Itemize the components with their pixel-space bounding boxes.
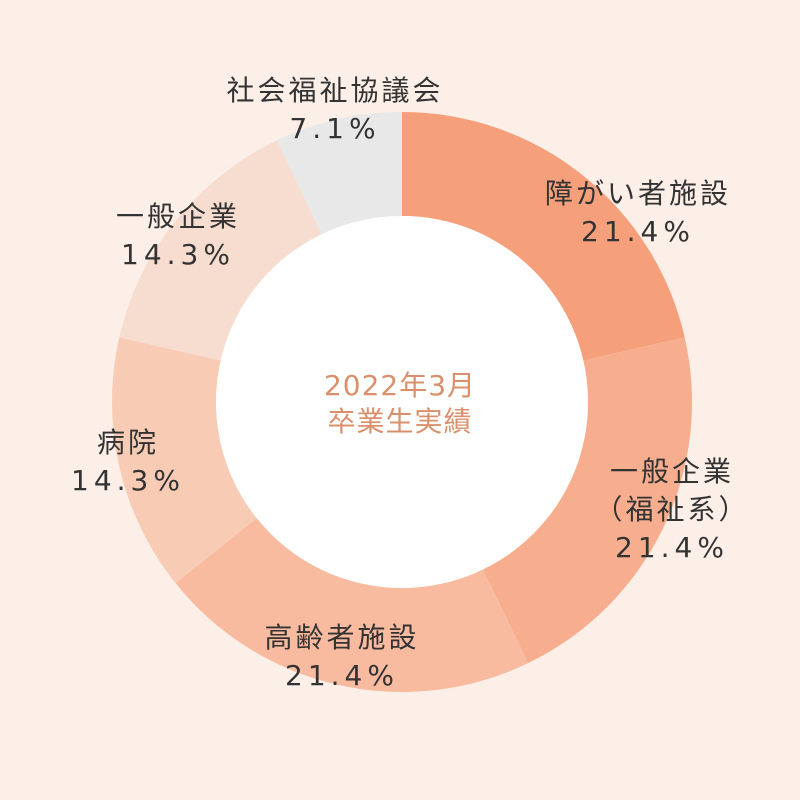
slice-label-value: 21.4% (285, 659, 399, 692)
slice-label-name: 障がい者施設 (544, 177, 732, 210)
donut-slice-disabled-facility (402, 112, 685, 361)
donut-hole (216, 216, 588, 588)
slice-label-general-company: 一般企業 14.3% (116, 198, 240, 274)
slice-label-value: 21.4% (615, 531, 729, 564)
slice-label-name: 社会福祉協議会 (226, 74, 444, 107)
donut-slice-social-welfare-council (276, 112, 402, 235)
slice-label-value: 14.3% (71, 464, 185, 497)
slice-label-social-welfare-council: 社会福祉協議会 7.1% (226, 72, 443, 148)
slice-label-name: 一般企業 (609, 455, 735, 488)
donut-slice-elderly-facility (175, 518, 529, 692)
slice-label-value: 21.4% (581, 215, 695, 248)
donut-slice-general-company (119, 140, 322, 361)
center-label-line-1: 2022年3月 (323, 369, 477, 402)
slice-label-value: 14.3% (121, 238, 235, 271)
center-label-line-2: 卒業生実績 (327, 405, 473, 438)
slice-label-disabled-facility: 障がい者施設 21.4% (545, 175, 731, 251)
donut-slice-hospital (111, 337, 257, 584)
center-label: 2022年3月 卒業生実績 (324, 368, 476, 440)
donut-slice-general-company-welfare (482, 337, 692, 664)
slice-label-general-company-welfare: 一般企業 （福祉系） 21.4% (594, 453, 749, 567)
slice-label-elderly-facility: 高齢者施設 21.4% (264, 619, 419, 695)
slice-label-name: 高齢者施設 (264, 621, 420, 654)
slice-label-name: 病院 (96, 426, 160, 459)
slice-label-name: 一般企業 (115, 200, 241, 233)
slice-label-value: 7.1% (289, 112, 381, 145)
slice-label-subname: （福祉系） (594, 493, 750, 526)
slice-label-hospital: 病院 14.3% (71, 424, 185, 500)
